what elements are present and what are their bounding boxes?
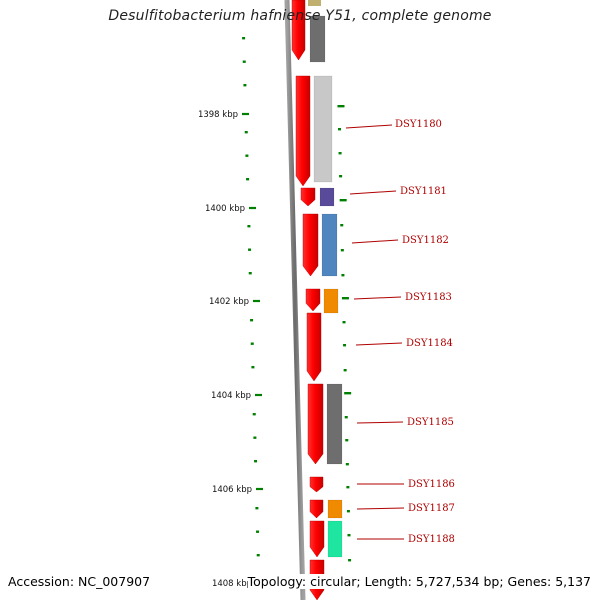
minor-tick bbox=[243, 84, 247, 87]
gene-label[interactable]: DSY1186 bbox=[408, 479, 455, 490]
gene-leader-line bbox=[351, 239, 399, 244]
outer-minor-tick bbox=[347, 534, 351, 537]
genome-summary-text: Topology: circular; Length: 5,727,534 bp… bbox=[247, 574, 591, 589]
outer-minor-tick bbox=[339, 175, 343, 178]
cds-arrow bbox=[302, 213, 319, 277]
outer-minor-tick bbox=[337, 105, 345, 108]
outer-minor-tick bbox=[339, 199, 347, 202]
minor-tick bbox=[248, 272, 252, 275]
minor-tick bbox=[242, 60, 246, 63]
outer-minor-tick bbox=[344, 392, 352, 395]
outer-minor-tick bbox=[348, 559, 352, 562]
outer-minor-tick bbox=[346, 510, 350, 513]
outer-minor-tick bbox=[343, 344, 347, 347]
minor-tick bbox=[242, 37, 246, 40]
minor-tick bbox=[250, 342, 254, 345]
cds-arrow bbox=[300, 187, 316, 207]
position-label: 1406 kbp bbox=[212, 485, 252, 495]
minor-tick bbox=[256, 554, 260, 557]
gene-label[interactable]: DSY1181 bbox=[400, 186, 447, 197]
cog-bar bbox=[326, 383, 343, 465]
gene-label[interactable]: DSY1187 bbox=[408, 503, 455, 514]
position-label: 1400 kbp bbox=[205, 204, 245, 214]
gene-label[interactable]: DSY1188 bbox=[408, 534, 455, 545]
gene-leader-line bbox=[345, 124, 393, 129]
position-label: 1404 kbp bbox=[211, 391, 251, 401]
minor-tick bbox=[251, 366, 255, 369]
cds-arrow bbox=[309, 499, 324, 519]
minor-tick bbox=[255, 507, 259, 510]
gene-leader-line bbox=[356, 421, 404, 424]
minor-tick bbox=[256, 530, 260, 533]
outer-minor-tick bbox=[345, 463, 349, 466]
minor-tick bbox=[250, 319, 254, 322]
minor-ticks bbox=[242, 37, 260, 557]
minor-tick bbox=[245, 154, 249, 157]
cog-bar bbox=[321, 213, 338, 277]
position-ticks: 1398 kbp 1400 kbp 1402 kbp 1404 kbp 1406 kbp… bbox=[198, 110, 263, 589]
outer-minor-tick bbox=[343, 369, 347, 372]
cog-bar bbox=[319, 187, 335, 207]
backbone-line bbox=[284, 0, 306, 600]
minor-tick bbox=[253, 436, 257, 439]
outer-minor-tick bbox=[342, 321, 346, 324]
cog-bar bbox=[327, 520, 343, 558]
outer-minor-tick bbox=[338, 128, 342, 131]
outer-minor-tick bbox=[341, 297, 349, 300]
outer-minor-ticks bbox=[337, 105, 352, 562]
cds-arrow bbox=[295, 75, 311, 187]
gene-label[interactable]: DSY1183 bbox=[405, 292, 452, 303]
position-label-background bbox=[204, 576, 254, 588]
gene-label[interactable]: DSY1184 bbox=[406, 338, 453, 349]
gene-leader-line bbox=[355, 342, 403, 346]
cds-arrow bbox=[307, 383, 324, 465]
minor-tick bbox=[247, 225, 251, 228]
cds-arrow bbox=[309, 476, 324, 493]
position-label: 1402 kbp bbox=[209, 297, 249, 307]
outer-minor-tick bbox=[338, 152, 342, 155]
cds-arrow bbox=[309, 520, 325, 558]
gene-label[interactable]: DSY1182 bbox=[402, 235, 449, 246]
cog-bar bbox=[309, 15, 326, 63]
outer-minor-tick bbox=[340, 249, 344, 252]
minor-tick bbox=[246, 178, 250, 181]
position-label: 1408 kbp bbox=[212, 579, 252, 589]
cog-bar bbox=[323, 288, 339, 314]
cds-arrow bbox=[305, 288, 321, 312]
outer-minor-tick bbox=[345, 439, 349, 442]
minor-tick bbox=[252, 413, 256, 416]
accession-text: Accession: NC_007907 bbox=[8, 574, 151, 589]
minor-tick bbox=[254, 460, 258, 463]
cog-bar bbox=[313, 75, 333, 183]
cog-bar bbox=[327, 499, 343, 519]
cds-arrow bbox=[306, 312, 322, 382]
outer-minor-tick bbox=[344, 416, 348, 419]
map-title: Desulfitobacterium hafniense Y51, comple… bbox=[108, 8, 492, 24]
cog-bars bbox=[309, 15, 343, 558]
outer-minor-tick bbox=[340, 224, 344, 227]
gene-label[interactable]: DSY1185 bbox=[407, 417, 454, 428]
position-label: 1398 kbp bbox=[198, 110, 238, 120]
gene-labels: DSY1180 DSY1181 DSY1182 DSY1183 DSY1184 DSY11… bbox=[345, 119, 455, 545]
cds-features bbox=[291, 0, 325, 600]
gene-leader-line bbox=[349, 190, 397, 195]
outer-minor-tick bbox=[346, 486, 350, 489]
gene-leader-line bbox=[356, 507, 405, 510]
gene-label[interactable]: DSY1180 bbox=[395, 119, 442, 130]
outer-minor-tick bbox=[341, 274, 345, 277]
gene-leader-line bbox=[353, 296, 402, 300]
top-ring-segment-cog bbox=[308, 0, 321, 6]
cds-arrow bbox=[291, 0, 306, 61]
minor-tick bbox=[244, 131, 248, 134]
minor-tick bbox=[248, 248, 252, 251]
